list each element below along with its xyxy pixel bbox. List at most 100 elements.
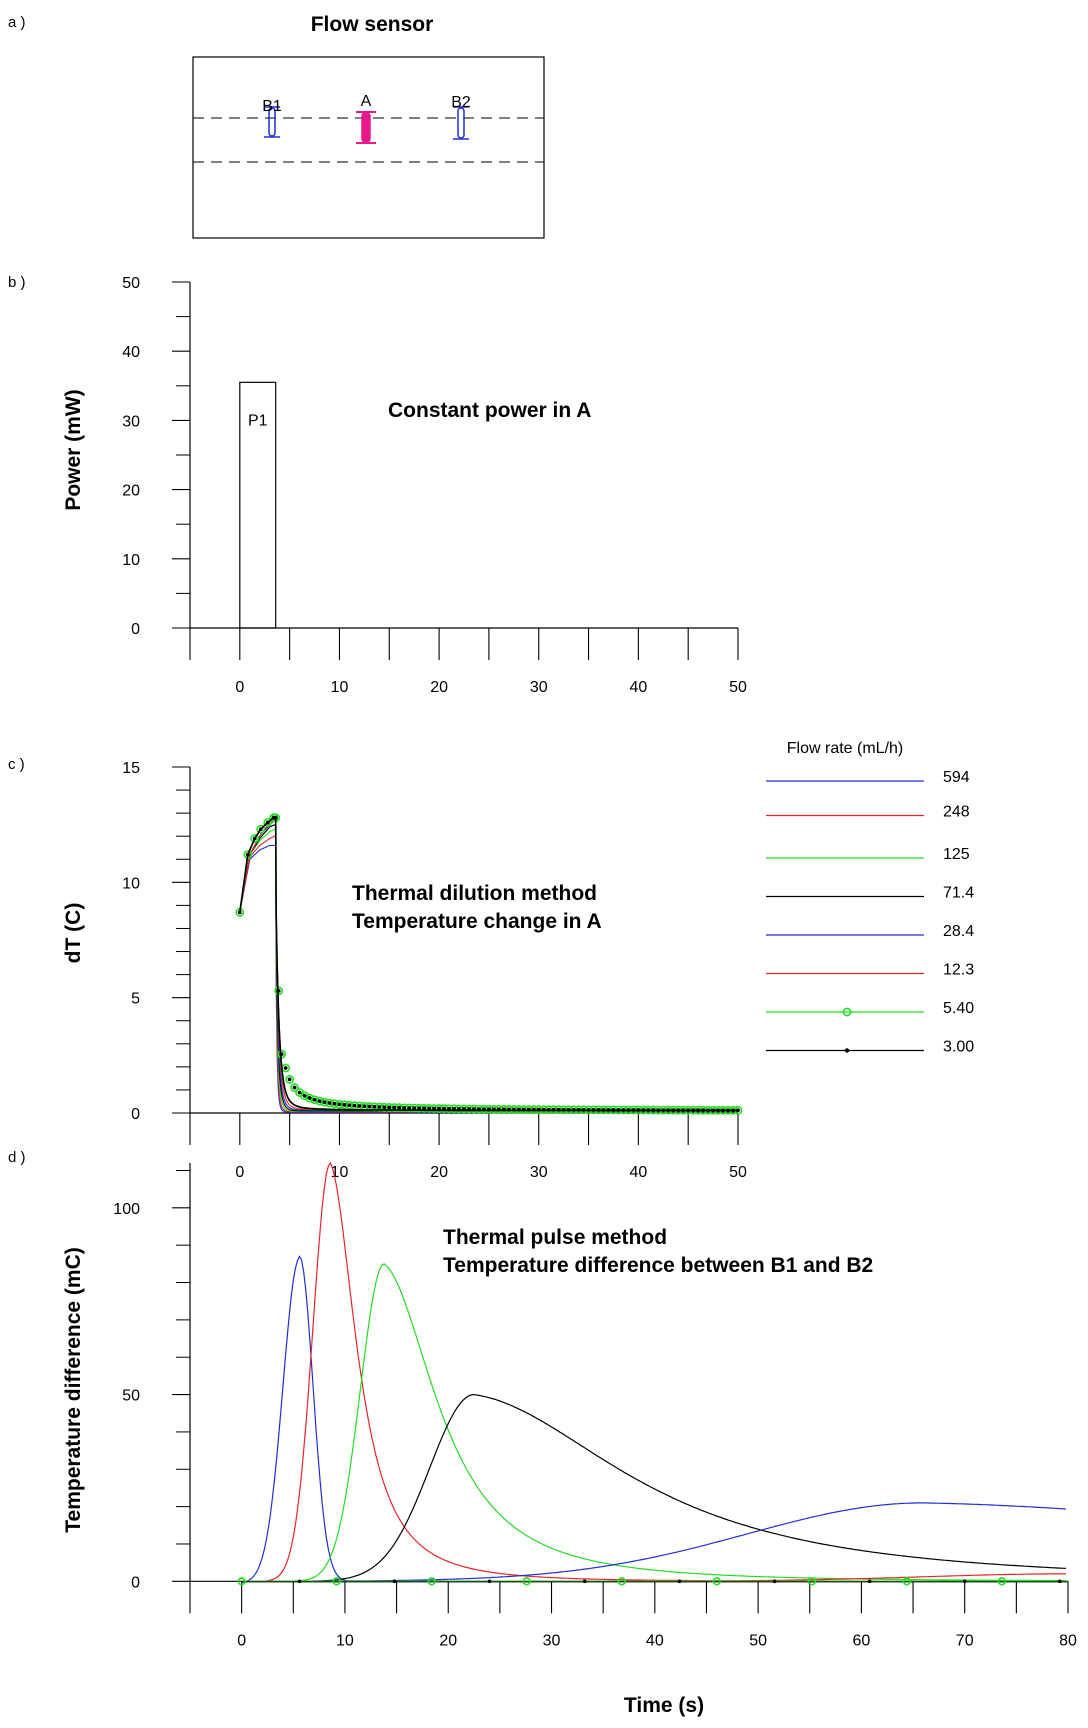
legend-marker: [844, 1048, 850, 1053]
sensor-element-b1: B1: [262, 98, 282, 138]
pulse-point-3-00: [487, 1579, 492, 1584]
dilution-point-3-00: [641, 1108, 646, 1112]
y-tick-label: 50: [122, 1388, 140, 1405]
power-annotation: Constant power in A: [388, 399, 591, 422]
x-tick-label: 30: [543, 1632, 561, 1649]
dilution-point-3-00: [367, 1104, 372, 1109]
dilution-point-3-00: [606, 1108, 611, 1112]
dilution-point-3-00: [347, 1103, 352, 1108]
dilution-series-12-3: [239, 817, 738, 1111]
dilution-point-3-00: [541, 1107, 546, 1112]
y-tick-label: 10: [122, 875, 140, 892]
dilution-point-3-00: [511, 1107, 516, 1112]
dilution-point-3-00: [646, 1108, 651, 1112]
x-tick-label: 30: [530, 1164, 548, 1181]
dilution-point-3-00: [265, 820, 270, 825]
dilution-point-3-00: [237, 910, 242, 915]
dilution-point-3-00: [566, 1107, 571, 1112]
dilution-point-3-00: [477, 1107, 481, 1112]
dilution-point-3-00: [402, 1105, 407, 1110]
dilution-point-3-00: [671, 1108, 676, 1113]
pulse-point-3-00: [962, 1579, 967, 1584]
dilution-point-3-00: [496, 1107, 501, 1112]
pulse-series-71-4: [241, 1393, 1066, 1582]
dilution-point-3-00: [287, 1077, 292, 1082]
pulse-point-3-00: [297, 1579, 302, 1584]
x-tick-label: 50: [749, 1632, 767, 1649]
dilution-point-3-00: [258, 827, 263, 832]
x-tick-label: 30: [530, 679, 548, 696]
y-tick-label: 30: [122, 413, 140, 430]
pulse-point-3-00: [772, 1579, 777, 1584]
x-tick-label: 60: [853, 1632, 871, 1649]
dilution-point-3-00: [487, 1107, 491, 1112]
legend-label: 5.40: [943, 1000, 974, 1017]
pulse-point-3-00: [1057, 1579, 1062, 1584]
dilution-point-3-00: [327, 1101, 332, 1105]
pulse-point-3-00: [392, 1579, 397, 1584]
dilution-point-3-00: [422, 1106, 427, 1111]
dilution-point-5-40: [263, 817, 273, 827]
dilution-point-3-00: [691, 1108, 696, 1113]
dilution-point-3-00: [482, 1107, 486, 1112]
x-tick-label: 10: [336, 1632, 354, 1649]
dilution-point-3-00: [546, 1107, 551, 1112]
dilution-point-3-00: [462, 1107, 466, 1111]
dilution-series-3-00: [239, 816, 738, 1112]
dilution-point-3-00: [342, 1102, 347, 1107]
dilution-point-3-00: [273, 815, 278, 820]
dilution-point-3-00: [736, 1108, 740, 1113]
dilution-point-3-00: [337, 1102, 342, 1107]
legend-label: 594: [943, 769, 970, 786]
y-tick-label: 50: [122, 275, 140, 292]
dilution-point-3-00: [616, 1108, 621, 1112]
x-tick-label: 20: [430, 1164, 448, 1181]
dilution-point-5-40: [285, 1075, 295, 1084]
dilution-point-3-00: [601, 1108, 606, 1112]
dilution-series-5-40: [239, 816, 738, 1112]
dilution-point-3-00: [556, 1107, 561, 1112]
legend-label: 12.3: [943, 962, 974, 979]
dilution-point-5-40: [305, 1093, 314, 1103]
dilution-point-3-00: [332, 1101, 337, 1106]
pulse-point-5-40: [617, 1577, 626, 1586]
dilution-point-3-00: [516, 1107, 521, 1112]
dilution-point-3-00: [457, 1106, 461, 1111]
power-y-axis-title: Power (mW): [62, 389, 85, 510]
pulse-point-5-40: [427, 1577, 436, 1586]
dilution-point-3-00: [382, 1105, 387, 1110]
pulse-point-5-40: [712, 1577, 721, 1586]
x-tick-label: 50: [729, 679, 747, 696]
dilution-point-3-00: [357, 1104, 362, 1108]
dilution-point-5-40: [250, 834, 260, 843]
dilution-point-3-00: [467, 1107, 471, 1111]
y-tick-label: 10: [122, 552, 140, 569]
dilution-point-3-00: [686, 1108, 691, 1113]
dilution-series-28-4: [239, 819, 738, 1111]
power-bar-label: P1: [248, 412, 268, 429]
pulse-marks: [237, 1161, 1068, 1586]
pulse-annotation-line-1: Thermal pulse method: [443, 1226, 667, 1249]
x-tick-label: 80: [1059, 1632, 1077, 1649]
dilution-annotation-line-1: Thermal dilution method: [352, 882, 597, 905]
dilution-point-3-00: [452, 1106, 456, 1111]
panel-label-c: c ): [8, 756, 25, 773]
dilution-point-3-00: [397, 1105, 402, 1110]
dilution-point-3-00: [611, 1108, 616, 1112]
sensor-element-b2: B2: [451, 94, 471, 140]
panel-label-b: b ): [8, 274, 26, 291]
dilution-point-3-00: [631, 1108, 636, 1112]
dilution-point-3-00: [387, 1105, 392, 1110]
panel-label-d: d ): [8, 1149, 26, 1166]
power-chart: 0 10 20 30 40 50 0 10 20 30 40 50 P1 Power (mW) Con…: [62, 275, 747, 696]
dilution-point-3-00: [252, 836, 257, 841]
y-tick-label: 0: [131, 1106, 140, 1123]
pulse-y-axis-title: Temperature difference (mC): [62, 1247, 85, 1533]
pulse-point-3-00: [677, 1579, 682, 1584]
dilution-point-3-00: [591, 1107, 596, 1112]
power-bar-P1: [239, 381, 277, 629]
dilution-point-3-00: [317, 1099, 322, 1103]
